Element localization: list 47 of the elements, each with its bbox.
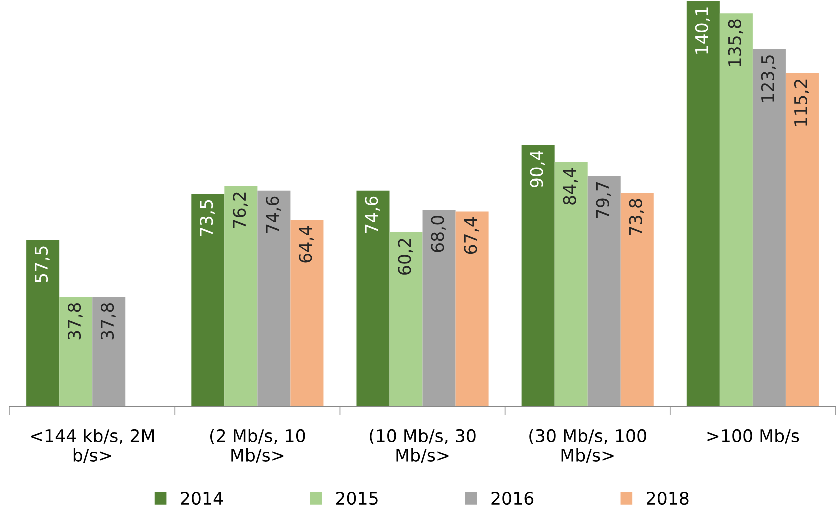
data-label: 64,4 xyxy=(299,226,314,263)
x-tick-label: (30 Mb/s, 100 Mb/s> xyxy=(530,429,646,464)
data-label: 84,4 xyxy=(563,168,578,205)
data-label: 140,1 xyxy=(695,8,710,54)
data-label: 90,4 xyxy=(530,150,546,188)
x-tick-label: >100 Mb/s xyxy=(708,429,800,444)
data-label: 37,8 xyxy=(68,303,83,340)
data-label: 79,7 xyxy=(596,182,612,218)
bar xyxy=(786,73,819,407)
x-tick-label: <144 kb/s, 2M b/s> xyxy=(31,429,154,464)
bar xyxy=(522,145,555,407)
bar xyxy=(290,220,324,407)
data-label: 68,0 xyxy=(431,216,446,252)
bar xyxy=(258,190,291,407)
bar xyxy=(456,212,489,407)
bar xyxy=(92,297,126,407)
data-label: 60,2 xyxy=(398,239,414,275)
bar xyxy=(422,210,456,407)
bar xyxy=(588,176,621,407)
bar xyxy=(224,186,258,407)
data-label: 76,2 xyxy=(233,192,248,228)
bar xyxy=(192,194,225,407)
bar xyxy=(620,193,654,407)
bar xyxy=(26,240,60,407)
data-label: 73,8 xyxy=(629,199,644,236)
data-label: 57,5 xyxy=(35,246,50,283)
data-label: 115,2 xyxy=(794,80,810,126)
data-label: 74,6 xyxy=(365,196,380,233)
data-label: 123,5 xyxy=(761,56,776,102)
data-label: 73,5 xyxy=(200,200,215,236)
x-tick-label: (10 Mb/s, 30 Mb/s> xyxy=(370,429,476,464)
x-tick-label: (2 Mb/s, 10 Mb/s> xyxy=(210,429,306,464)
legend-label: 2016 xyxy=(492,492,534,506)
legend-label: 2014 xyxy=(181,492,224,506)
bar xyxy=(752,49,786,407)
bar xyxy=(60,297,93,407)
data-label: 67,4 xyxy=(464,218,480,254)
bar xyxy=(390,232,423,407)
legend-label: 2018 xyxy=(647,492,689,506)
bar xyxy=(720,14,753,407)
data-label: 135,8 xyxy=(728,20,744,66)
bar xyxy=(686,1,720,407)
bar xyxy=(554,162,588,407)
data-label: 37,8 xyxy=(101,303,116,340)
bar xyxy=(356,190,390,407)
legend-label: 2015 xyxy=(336,492,378,506)
data-label: 74,6 xyxy=(266,196,281,233)
